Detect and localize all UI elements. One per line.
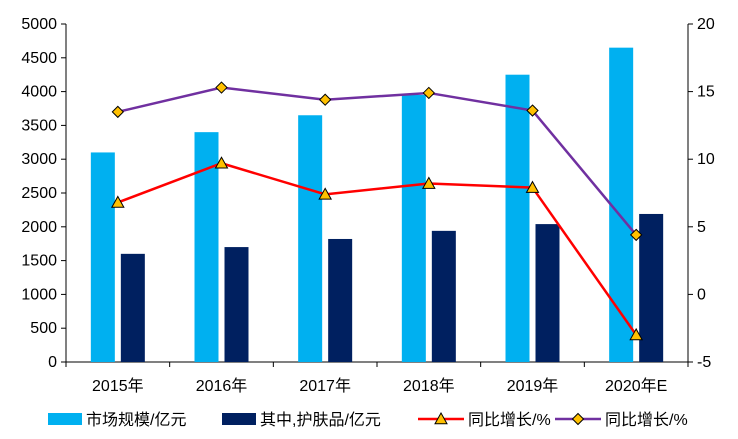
legend-swatch — [222, 413, 256, 425]
y-left-tick-label: 4000 — [21, 84, 57, 101]
legend-label: 同比增长/% — [605, 411, 688, 429]
line-diamond-series — [117, 86, 638, 236]
marker-diamond — [422, 86, 436, 100]
marker-triangle — [525, 180, 540, 193]
legend-marker-triangle — [434, 411, 448, 425]
bar-skincare — [431, 230, 456, 362]
bar-skincare — [224, 247, 249, 362]
legend-label: 同比增长/% — [468, 411, 551, 429]
legend-label: 市场规模/亿元 — [86, 411, 186, 429]
x-tick-label: 2019年 — [507, 377, 559, 395]
legend-marker-diamond — [571, 412, 585, 426]
bar-market-size — [298, 115, 323, 362]
marker-triangle — [421, 176, 436, 189]
y-left-tick-label: 1000 — [21, 286, 57, 303]
y-right-tick-label: 5 — [697, 219, 706, 236]
y-left-tick-label: 3500 — [21, 117, 57, 134]
marker-diamond — [629, 228, 643, 242]
marker-diamond — [111, 105, 125, 119]
bar-market-size — [194, 132, 219, 362]
marker-triangle — [214, 156, 229, 169]
bars — [90, 47, 664, 362]
bar-market-size — [505, 74, 530, 362]
bar-market-size — [401, 94, 426, 362]
y-left-tick-label: 5000 — [21, 16, 57, 33]
y-left-tick-label: 500 — [30, 320, 57, 337]
y-left-tick-label: 1500 — [21, 253, 57, 270]
y-right-tick-label: -5 — [697, 354, 711, 371]
y-left-tick-label: 2500 — [21, 185, 57, 202]
bar-skincare — [120, 253, 145, 362]
legend-label: 其中,护肤品/亿元 — [260, 411, 381, 429]
marker-diamond — [318, 93, 332, 106]
marker-triangle — [318, 187, 333, 200]
bar-market-size — [609, 47, 634, 362]
bar-skincare — [535, 224, 560, 362]
legend-swatch — [48, 413, 82, 425]
bar-market-size — [90, 152, 115, 362]
bar-skincare — [639, 213, 664, 362]
x-tick-label: 2020年E — [605, 377, 667, 395]
x-tick-label: 2016年 — [196, 377, 248, 395]
y-right-tick-label: 20 — [697, 16, 715, 33]
marker-triangle — [629, 327, 644, 341]
marker-triangle — [110, 195, 125, 208]
lines — [110, 81, 644, 341]
y-left-tick-label: 2000 — [21, 219, 57, 236]
line-triangle-series — [117, 161, 638, 336]
y-left-tick-label: 4500 — [21, 50, 57, 67]
x-tick-label: 2015年 — [92, 377, 144, 395]
y-right-tick-label: 15 — [697, 84, 715, 101]
bar-skincare — [328, 238, 353, 362]
x-tick-label: 2018年 — [403, 377, 455, 395]
marker-diamond — [215, 81, 228, 94]
marker-diamond — [526, 104, 539, 117]
y-right-tick-label: 0 — [697, 286, 706, 303]
y-left-tick-label: 3000 — [21, 151, 57, 168]
tick-labels: 0 500 1000 1500 2000 2500 3000 3500 4000 4500 5000… — [21, 16, 714, 395]
legend: 市场规模/亿元 其中,护肤品/亿元 同比增长/% 同比增长/% — [48, 411, 688, 429]
axes — [61, 23, 693, 367]
y-left-tick-label: 0 — [48, 354, 57, 371]
y-right-tick-label: 10 — [697, 151, 715, 168]
x-tick-label: 2017年 — [299, 377, 351, 395]
